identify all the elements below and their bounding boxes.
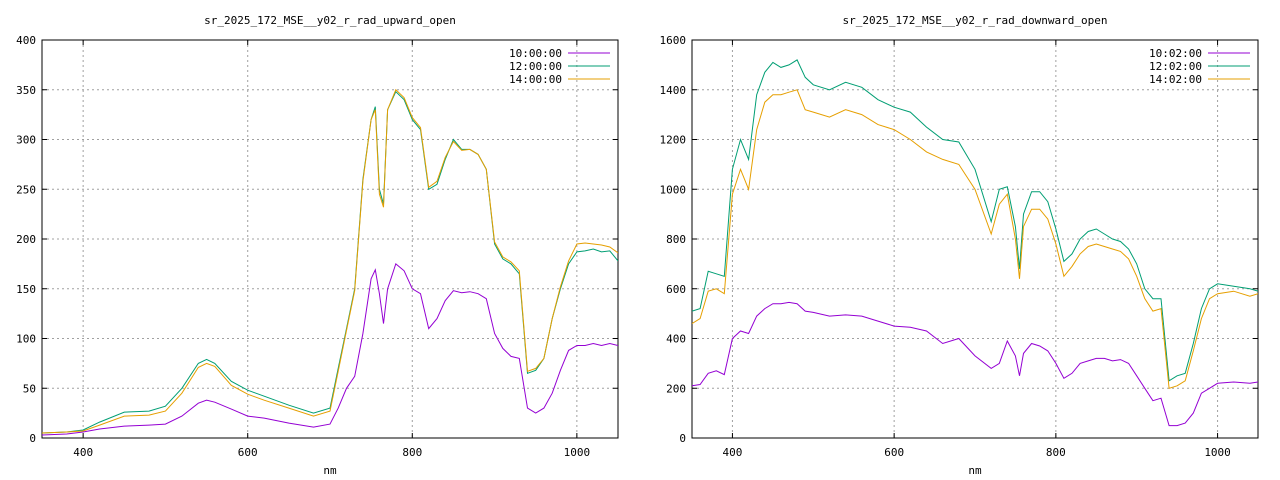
upward-chart-panel: sr_2025_172_MSE__y02_r_rad_upward_open n…	[16, 14, 619, 477]
legend-label: 14:02:00	[1149, 73, 1202, 86]
legend-label: 12:00:00	[509, 60, 562, 73]
y-tick-label: 400	[16, 34, 36, 47]
downward-chart-panel: sr_2025_172_MSE__y02_r_rad_downward_open…	[660, 14, 1259, 477]
series-line	[42, 88, 618, 434]
x-tick-label: 800	[402, 446, 422, 459]
legend-label: 10:00:00	[509, 47, 562, 60]
legend-label: 10:02:00	[1149, 47, 1202, 60]
series-line	[42, 263, 618, 436]
chart-title: sr_2025_172_MSE__y02_r_rad_upward_open	[204, 14, 456, 27]
chart-title: sr_2025_172_MSE__y02_r_rad_downward_open	[843, 14, 1108, 27]
x-axis-label: nm	[968, 464, 982, 477]
y-tick-label: 1200	[660, 134, 687, 147]
y-tick-label: 0	[679, 432, 686, 445]
y-tick-label: 1600	[660, 34, 687, 47]
x-tick-label: 1000	[564, 446, 591, 459]
y-tick-label: 0	[29, 432, 36, 445]
y-tick-label: 350	[16, 84, 36, 97]
x-tick-label: 400	[73, 446, 93, 459]
y-tick-label: 200	[16, 233, 36, 246]
series-line	[692, 89, 1258, 389]
y-tick-label: 50	[23, 382, 36, 395]
legend-label: 12:02:00	[1149, 60, 1202, 73]
x-tick-label: 400	[722, 446, 742, 459]
y-tick-label: 1400	[660, 84, 687, 97]
series-line	[692, 59, 1258, 382]
y-tick-label: 800	[666, 233, 686, 246]
y-tick-label: 400	[666, 333, 686, 346]
x-tick-label: 800	[1046, 446, 1066, 459]
y-tick-label: 100	[16, 333, 36, 346]
x-tick-label: 600	[884, 446, 904, 459]
y-tick-label: 250	[16, 183, 36, 196]
x-tick-label: 1000	[1204, 446, 1231, 459]
legend-label: 14:00:00	[509, 73, 562, 86]
series-line	[42, 90, 618, 434]
y-tick-label: 200	[666, 382, 686, 395]
y-tick-label: 600	[666, 283, 686, 296]
series-line	[692, 301, 1258, 427]
y-tick-label: 1000	[660, 183, 687, 196]
y-tick-label: 150	[16, 283, 36, 296]
x-tick-label: 600	[238, 446, 258, 459]
y-tick-label: 300	[16, 134, 36, 147]
x-axis-label: nm	[323, 464, 337, 477]
